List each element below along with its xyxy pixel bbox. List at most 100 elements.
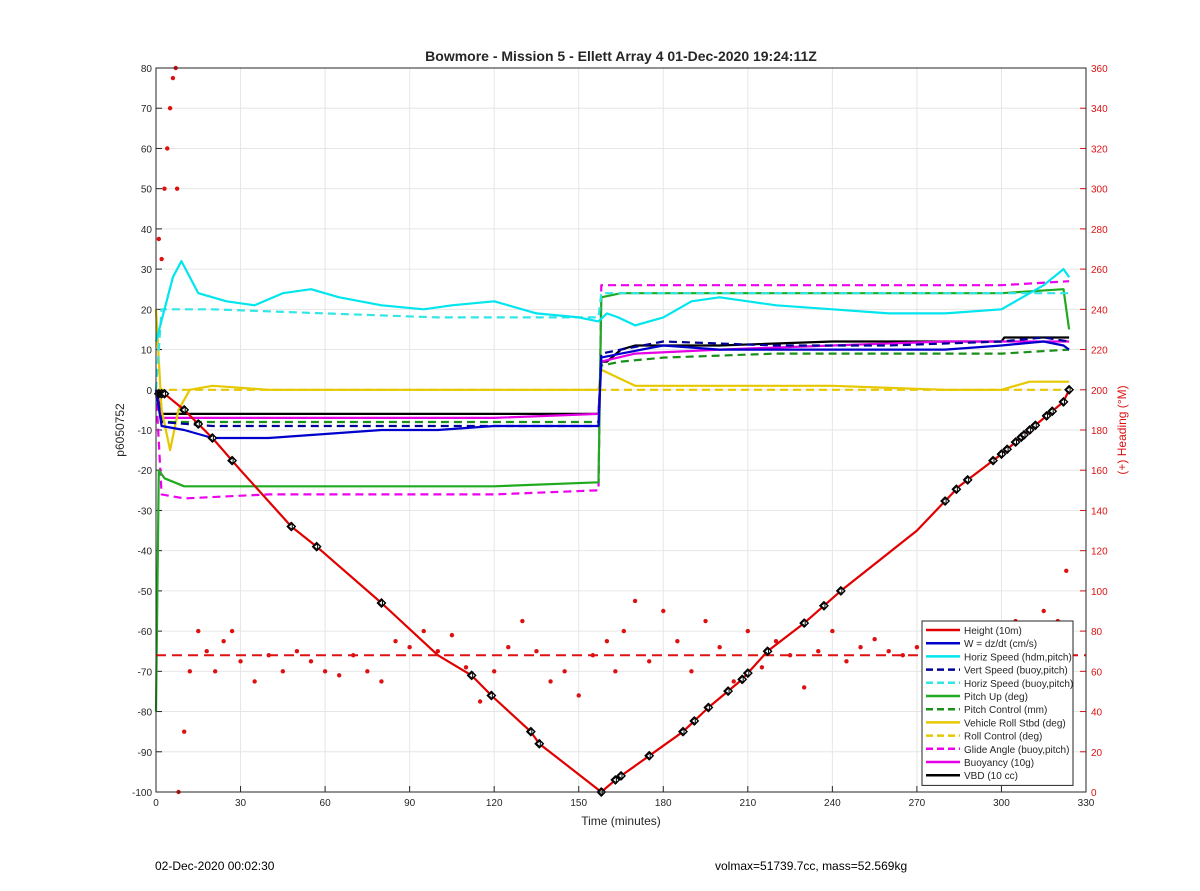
dive-marker bbox=[610, 774, 621, 785]
y2-tick-label: 0 bbox=[1091, 788, 1097, 799]
legend-label: Horiz Speed (buoy,pitch) bbox=[964, 679, 1073, 690]
x-tick-label: 300 bbox=[993, 798, 1010, 809]
y2-tick-label: 40 bbox=[1091, 708, 1103, 719]
heading-point bbox=[266, 653, 271, 658]
heading-point bbox=[816, 649, 821, 654]
y2-tick-label: 240 bbox=[1091, 305, 1108, 316]
dive-marker-arrow bbox=[941, 497, 947, 506]
dive-marker bbox=[1058, 396, 1069, 407]
dive-marker bbox=[644, 750, 655, 761]
dive-marker-arrow bbox=[208, 434, 214, 443]
heading-point bbox=[604, 638, 610, 644]
y-tick-label: -10 bbox=[138, 426, 153, 437]
y2-tick-label: 80 bbox=[1091, 627, 1103, 638]
dive-marker bbox=[486, 690, 497, 701]
dive-marker-arrow bbox=[194, 419, 200, 428]
heading-point bbox=[229, 628, 235, 634]
dive-marker-arrow bbox=[1020, 430, 1026, 439]
heading-point bbox=[661, 608, 666, 614]
dive-marker-arrow bbox=[836, 586, 843, 595]
y-tick-label: -40 bbox=[138, 547, 153, 558]
heading-point bbox=[886, 649, 891, 654]
heading-point bbox=[174, 186, 180, 191]
heading-point bbox=[167, 106, 173, 111]
heading-point bbox=[717, 645, 722, 650]
dive-marker bbox=[286, 521, 297, 532]
heading-point bbox=[830, 628, 835, 634]
dive-marker bbox=[818, 600, 829, 611]
dive-marker-arrow bbox=[228, 456, 234, 465]
heading-point bbox=[590, 653, 596, 658]
dive-marker bbox=[525, 726, 536, 737]
footer-timestamp: 02-Dec-2020 00:02:30 bbox=[155, 859, 275, 873]
series-pitch-up-deg bbox=[154, 288, 1071, 712]
y2-tick-label: 180 bbox=[1091, 426, 1108, 437]
legend-label: Horiz Speed (hdm,pitch) bbox=[964, 652, 1072, 663]
dive-marker-arrow bbox=[690, 716, 696, 725]
heading-point bbox=[801, 685, 807, 690]
dive-marker-arrow bbox=[743, 669, 750, 678]
dive-marker bbox=[1064, 384, 1075, 395]
dive-marker-arrow bbox=[1048, 407, 1054, 416]
y2-tick-label: 200 bbox=[1091, 386, 1108, 397]
heading-point bbox=[632, 598, 638, 604]
y-tick-label: -70 bbox=[138, 667, 153, 678]
dive-marker-arrow bbox=[989, 456, 995, 465]
heading-point bbox=[1041, 608, 1046, 614]
heading-point bbox=[187, 669, 193, 674]
heading-point bbox=[548, 679, 553, 684]
heading-point bbox=[204, 649, 209, 654]
heading-point bbox=[520, 618, 525, 624]
y-tick-label: 40 bbox=[141, 225, 153, 236]
dive-marker-arrow bbox=[800, 619, 806, 628]
y-tick-label: -80 bbox=[138, 708, 153, 719]
y-tick-label: -30 bbox=[138, 506, 153, 517]
dive-marker bbox=[996, 449, 1007, 460]
legend-box bbox=[921, 620, 1074, 786]
x-tick-label: 30 bbox=[235, 798, 247, 809]
y2-tick-label: 140 bbox=[1091, 506, 1108, 517]
heading-layer bbox=[156, 65, 1086, 795]
heading-point bbox=[731, 679, 736, 684]
dive-marker bbox=[466, 670, 477, 681]
dive-marker-arrow bbox=[963, 475, 970, 484]
x-tick-label: 90 bbox=[404, 798, 416, 809]
heading-point bbox=[156, 236, 162, 242]
dive-marker-arrow bbox=[526, 727, 533, 736]
heading-point bbox=[252, 679, 257, 684]
heading-point bbox=[759, 665, 765, 670]
dive-marker bbox=[1030, 420, 1041, 431]
series-height-10m bbox=[156, 389, 1071, 794]
legend-label: Height (10m) bbox=[964, 626, 1022, 637]
heading-point bbox=[170, 75, 176, 81]
heading-point bbox=[165, 146, 170, 151]
y-tick-label: 10 bbox=[141, 346, 153, 357]
y2-tick-label: 120 bbox=[1091, 547, 1108, 558]
x-tick-label: 60 bbox=[320, 798, 332, 809]
heading-point bbox=[506, 645, 511, 650]
heading-point bbox=[787, 653, 793, 658]
dive-marker-arrow bbox=[180, 405, 186, 414]
heading-point bbox=[196, 628, 201, 634]
y2-tick-label: 20 bbox=[1091, 748, 1103, 759]
dive-marker bbox=[737, 674, 748, 685]
dive-marker bbox=[1002, 444, 1013, 455]
heading-point bbox=[238, 659, 243, 664]
y2-tick-label: 340 bbox=[1091, 104, 1108, 115]
dive-marker bbox=[193, 418, 204, 429]
heading-point bbox=[858, 645, 863, 650]
x-tick-label: 180 bbox=[655, 798, 672, 809]
x-tick-label: 120 bbox=[486, 798, 503, 809]
heading-point bbox=[613, 669, 618, 674]
y-tick-label: -60 bbox=[138, 627, 153, 638]
y-tick-label: 70 bbox=[141, 104, 153, 115]
dive-marker-arrow bbox=[738, 675, 744, 684]
dive-marker bbox=[762, 646, 773, 657]
dive-marker bbox=[179, 404, 190, 415]
dive-marker bbox=[311, 541, 322, 552]
dive-marker bbox=[723, 686, 734, 697]
y-tick-label: -90 bbox=[138, 748, 153, 759]
heading-point bbox=[393, 638, 398, 644]
heading-point bbox=[844, 659, 849, 664]
dive-marker bbox=[207, 433, 218, 444]
